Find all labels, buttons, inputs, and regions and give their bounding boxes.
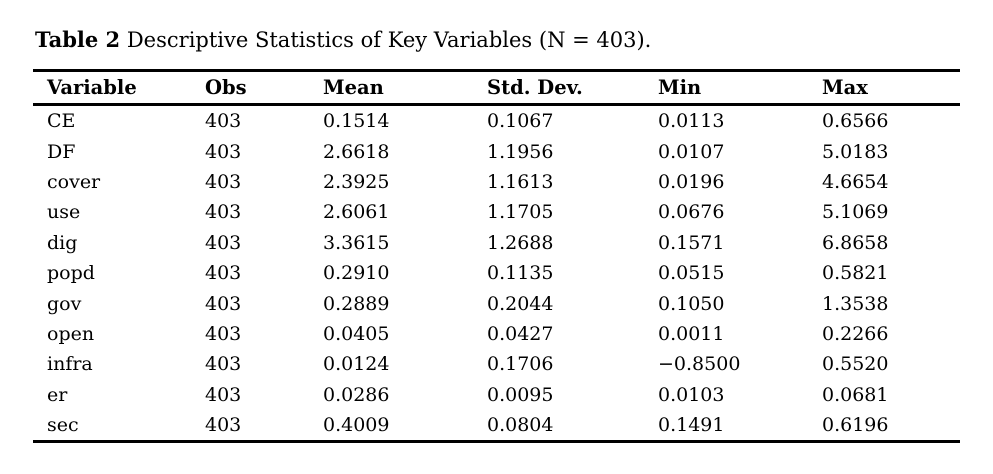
- column-header: Min: [658, 70, 822, 106]
- table-row: sec 403 0.4009 0.0804 0.1491 0.6196: [33, 410, 960, 442]
- value-cell: 0.2266: [822, 322, 889, 345]
- table-row: infra 403 0.0124 0.1706 −0.8500 0.5520: [33, 349, 960, 379]
- value-cell: 403: [205, 383, 242, 406]
- value-cell: 5.0183: [822, 140, 889, 163]
- value-cell: 0.2910: [323, 262, 390, 285]
- value-cell: 0.0011: [658, 322, 725, 345]
- variable-cell: er: [47, 383, 68, 406]
- value-cell: 403: [205, 262, 242, 285]
- value-cell: 0.0103: [658, 383, 725, 406]
- value-cell: 403: [205, 322, 242, 345]
- value-cell: 3.3615: [323, 231, 390, 254]
- variable-cell: sec: [47, 414, 79, 437]
- value-cell: 0.1491: [658, 414, 725, 437]
- value-cell: 0.5520: [822, 353, 889, 376]
- value-cell: 403: [205, 110, 242, 133]
- table-row: use 403 2.6061 1.1705 0.0676 5.1069: [33, 197, 960, 227]
- value-cell: 2.3925: [323, 170, 390, 193]
- value-cell: 403: [205, 353, 242, 376]
- value-cell: 5.1069: [822, 201, 889, 224]
- value-cell: 0.1067: [487, 110, 554, 133]
- value-cell: 1.1956: [487, 140, 554, 163]
- value-cell: 1.1705: [487, 201, 554, 224]
- value-cell: 0.0286: [323, 383, 390, 406]
- table-row: cover 403 2.3925 1.1613 0.0196 4.6654: [33, 167, 960, 197]
- variable-cell: popd: [47, 262, 95, 285]
- value-cell: 4.6654: [822, 170, 889, 193]
- column-header: Max: [822, 70, 960, 106]
- value-cell: 0.0676: [658, 201, 725, 224]
- table-row: open 403 0.0405 0.0427 0.0011 0.2266: [33, 319, 960, 349]
- table-caption-number: Table 2: [35, 27, 121, 52]
- value-cell: 1.2688: [487, 231, 554, 254]
- variable-cell: cover: [47, 170, 101, 193]
- value-cell: 0.1050: [658, 292, 725, 315]
- value-cell: 0.5821: [822, 262, 889, 285]
- value-cell: 2.6618: [323, 140, 390, 163]
- column-header: Obs: [205, 70, 323, 106]
- value-cell: 403: [205, 414, 242, 437]
- column-header: Mean: [323, 70, 487, 106]
- variable-cell: CE: [47, 110, 76, 133]
- value-cell: 403: [205, 140, 242, 163]
- value-cell: 403: [205, 231, 242, 254]
- value-cell: 0.2889: [323, 292, 390, 315]
- value-cell: 1.1613: [487, 170, 554, 193]
- column-header: Variable: [33, 70, 205, 106]
- value-cell: 0.0515: [658, 262, 725, 285]
- value-cell: 1.3538: [822, 292, 889, 315]
- value-cell: 0.0196: [658, 170, 725, 193]
- value-cell: 0.1135: [487, 262, 554, 285]
- table-caption-title: Descriptive Statistics of Key Variables …: [120, 28, 652, 52]
- value-cell: 0.0804: [487, 414, 554, 437]
- table-row: er 403 0.0286 0.0095 0.0103 0.0681: [33, 380, 960, 410]
- variable-cell: gov: [47, 292, 82, 315]
- table-row: CE 403 0.1514 0.1067 0.0113 0.6566: [33, 105, 960, 137]
- variable-cell: infra: [47, 353, 93, 376]
- value-cell: 0.4009: [323, 414, 390, 437]
- value-cell: 0.1571: [658, 231, 725, 254]
- value-cell: 0.6566: [822, 110, 889, 133]
- table-row: DF 403 2.6618 1.1956 0.0107 5.0183: [33, 136, 960, 166]
- table-row: popd 403 0.2910 0.1135 0.0515 0.5821: [33, 258, 960, 288]
- value-cell: 0.2044: [487, 292, 554, 315]
- value-cell: 0.0427: [487, 322, 554, 345]
- variable-cell: use: [47, 201, 81, 224]
- table-body: CE 403 0.1514 0.1067 0.0113 0.6566 DF 403 2.6618…: [33, 105, 960, 442]
- value-cell: 0.0107: [658, 140, 725, 163]
- table-row: dig 403 3.3615 1.2688 0.1571 6.8658: [33, 228, 960, 258]
- variable-cell: DF: [47, 140, 76, 163]
- value-cell: 403: [205, 292, 242, 315]
- value-cell: 2.6061: [323, 201, 390, 224]
- value-cell: 403: [205, 170, 242, 193]
- table-header-row: Variable Obs Mean Std. Dev. Min Max: [33, 70, 960, 106]
- table-header: Variable Obs Mean Std. Dev. Min Max: [33, 70, 960, 106]
- value-cell: 0.0124: [323, 353, 390, 376]
- variable-cell: open: [47, 322, 95, 345]
- table-row: gov 403 0.2889 0.2044 0.1050 1.3538: [33, 288, 960, 318]
- value-cell: 0.0113: [658, 110, 725, 133]
- value-cell: −0.8500: [658, 353, 741, 376]
- table-caption: Table 2 Descriptive Statistics of Key Va…: [35, 26, 651, 54]
- value-cell: 0.0405: [323, 322, 390, 345]
- variable-cell: dig: [47, 231, 78, 254]
- value-cell: 0.1706: [487, 353, 554, 376]
- descriptive-statistics-table: Variable Obs Mean Std. Dev. Min Max CE 403 0.15…: [33, 69, 960, 444]
- value-cell: 6.8658: [822, 231, 889, 254]
- value-cell: 0.0681: [822, 383, 889, 406]
- value-cell: 0.1514: [323, 110, 390, 133]
- value-cell: 0.6196: [822, 414, 889, 437]
- column-header: Std. Dev.: [487, 70, 658, 106]
- value-cell: 0.0095: [487, 383, 554, 406]
- value-cell: 403: [205, 201, 242, 224]
